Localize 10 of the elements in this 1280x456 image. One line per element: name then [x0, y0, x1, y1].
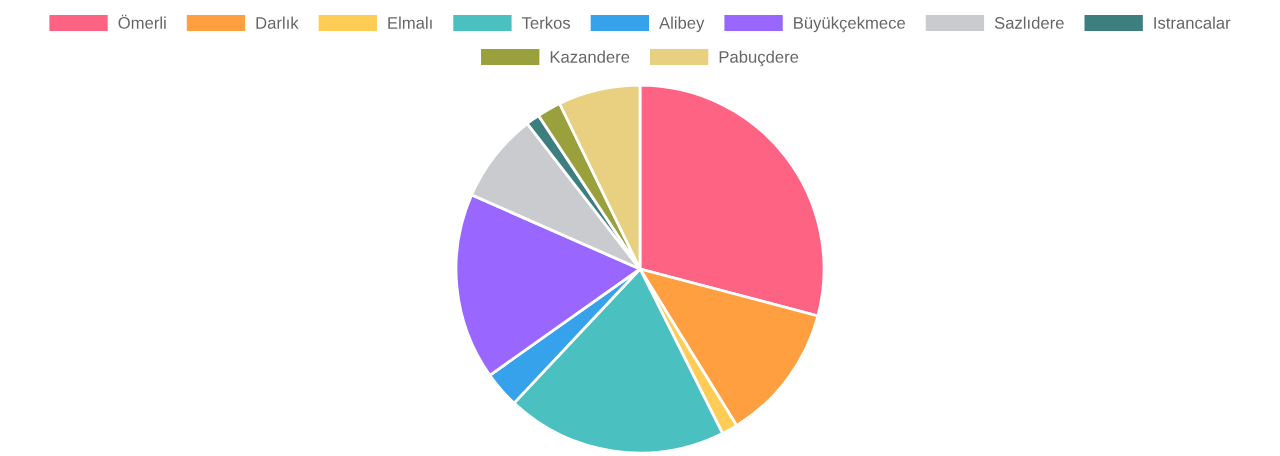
legend-label: Kazandere [550, 50, 630, 63]
legend-label: Alibey [659, 16, 705, 33]
legend-label: Ömerli [118, 14, 166, 29]
legend-label: Istrancalar [1154, 16, 1231, 29]
legend-label: Pabuçdere [719, 50, 799, 67]
legend-label: Sazlıdere [994, 16, 1064, 29]
legend-label: Büyükçekmece [794, 16, 906, 33]
legend-label: Terkos [521, 16, 571, 29]
legend-label: Elmalı [388, 16, 432, 29]
legend-label: Darlık [256, 16, 299, 29]
